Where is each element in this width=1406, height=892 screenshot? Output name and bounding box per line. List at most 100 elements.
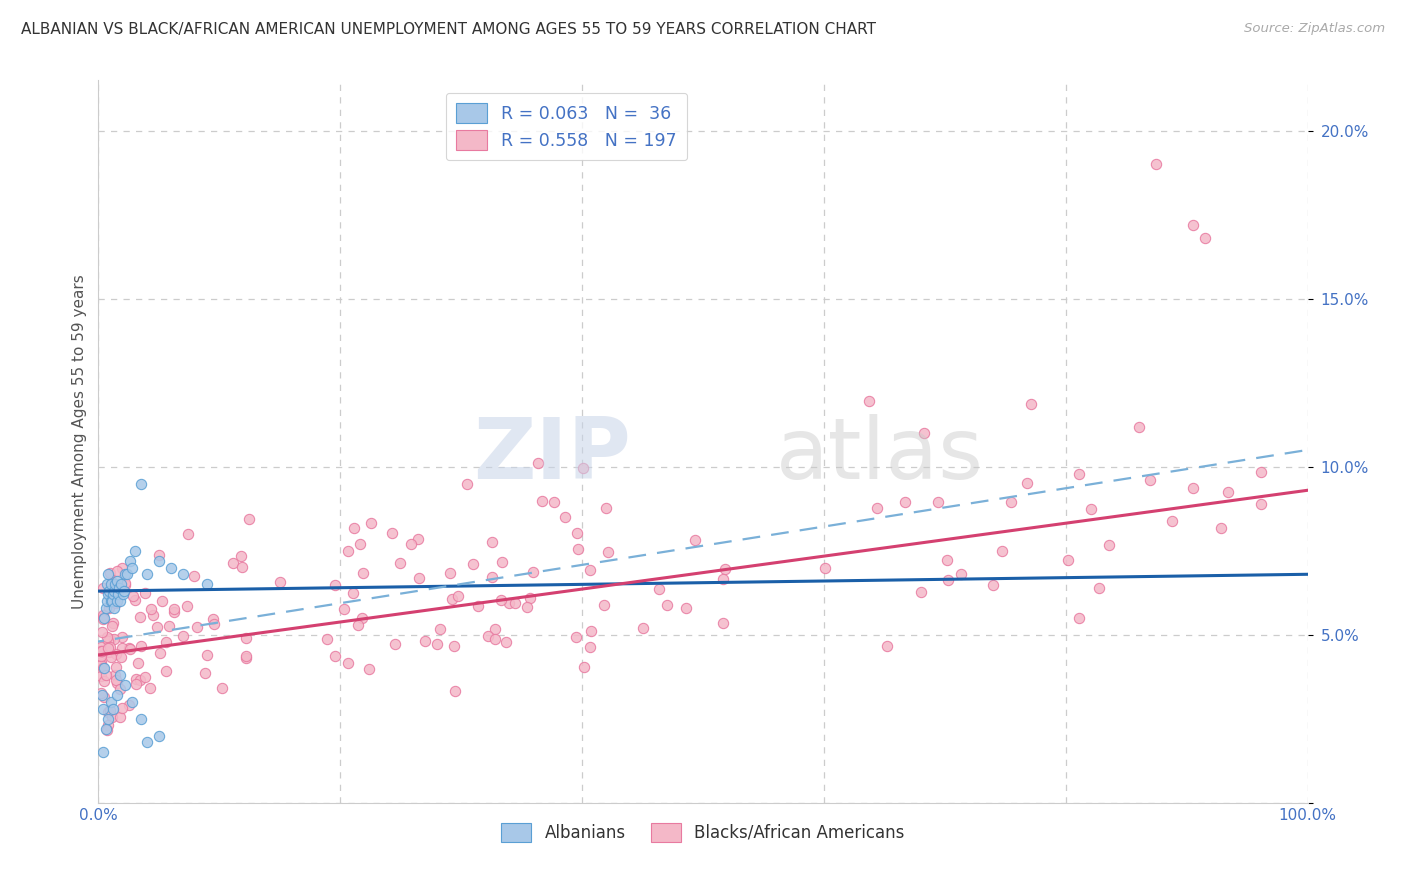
Point	[94, 667, 117, 681]
Point	[711, 572, 734, 586]
Point	[349, 537, 371, 551]
Point	[714, 562, 737, 576]
Point	[572, 461, 595, 475]
Point	[567, 541, 589, 556]
Point	[101, 574, 124, 589]
Point	[519, 591, 541, 605]
Point	[90, 640, 112, 654]
Point	[183, 568, 205, 582]
Point	[866, 501, 889, 516]
Point	[201, 612, 224, 626]
Point	[135, 735, 157, 749]
Point	[118, 641, 141, 656]
Point	[269, 574, 291, 589]
Point	[527, 456, 550, 470]
Point	[202, 617, 225, 632]
Point	[97, 705, 120, 719]
Point	[100, 695, 122, 709]
Point	[342, 586, 364, 600]
Point	[443, 683, 465, 698]
Point	[105, 676, 128, 690]
Point	[876, 639, 898, 653]
Point	[858, 394, 880, 409]
Point	[463, 557, 485, 571]
Point	[125, 672, 148, 686]
Point	[105, 594, 128, 608]
Point	[323, 578, 346, 592]
Point	[97, 633, 120, 648]
Point	[148, 729, 170, 743]
Legend: Albanians, Blacks/African Americans: Albanians, Blacks/African Americans	[495, 816, 911, 848]
Point	[912, 426, 935, 441]
Point	[100, 650, 122, 665]
Point	[352, 566, 374, 580]
Point	[122, 589, 145, 603]
Point	[114, 567, 136, 582]
Point	[467, 599, 489, 613]
Point	[429, 622, 451, 636]
Point	[595, 500, 617, 515]
Point	[104, 673, 127, 687]
Y-axis label: Unemployment Among Ages 55 to 59 years: Unemployment Among Ages 55 to 59 years	[72, 274, 87, 609]
Point	[101, 587, 124, 601]
Point	[98, 584, 121, 599]
Point	[90, 655, 112, 669]
Point	[91, 745, 114, 759]
Point	[631, 622, 654, 636]
Point	[104, 596, 127, 610]
Point	[124, 543, 146, 558]
Point	[93, 611, 115, 625]
Point	[104, 578, 127, 592]
Point	[596, 545, 619, 559]
Point	[111, 561, 134, 575]
Point	[148, 646, 170, 660]
Point	[90, 649, 112, 664]
Point	[893, 495, 915, 509]
Point	[97, 587, 120, 601]
Point	[118, 554, 141, 568]
Point	[98, 601, 121, 615]
Point	[103, 600, 125, 615]
Point	[105, 564, 128, 578]
Point	[112, 584, 135, 599]
Point	[163, 602, 186, 616]
Point	[90, 644, 112, 658]
Point	[91, 612, 114, 626]
Point	[481, 535, 503, 549]
Point	[94, 600, 117, 615]
Point	[983, 578, 1005, 592]
Point	[111, 700, 134, 714]
Point	[211, 681, 233, 695]
Point	[935, 553, 957, 567]
Point	[406, 533, 429, 547]
Point	[360, 516, 382, 530]
Point	[97, 567, 120, 582]
Point	[101, 619, 124, 633]
Point	[91, 581, 114, 595]
Point	[108, 668, 131, 682]
Point	[100, 577, 122, 591]
Point	[1250, 465, 1272, 479]
Point	[352, 611, 374, 625]
Point	[910, 585, 932, 599]
Point	[655, 599, 678, 613]
Point	[991, 544, 1014, 558]
Point	[1181, 218, 1204, 232]
Point	[93, 673, 115, 688]
Point	[100, 594, 122, 608]
Point	[1019, 396, 1042, 410]
Point	[176, 599, 198, 614]
Point	[160, 560, 183, 574]
Point	[336, 656, 359, 670]
Point	[495, 635, 517, 649]
Point	[186, 620, 208, 634]
Point	[97, 640, 120, 655]
Point	[96, 645, 118, 659]
Point	[103, 632, 125, 647]
Point	[443, 639, 465, 653]
Point	[554, 510, 576, 524]
Point	[127, 657, 149, 671]
Point	[93, 661, 115, 675]
Point	[172, 567, 194, 582]
Point	[381, 526, 404, 541]
